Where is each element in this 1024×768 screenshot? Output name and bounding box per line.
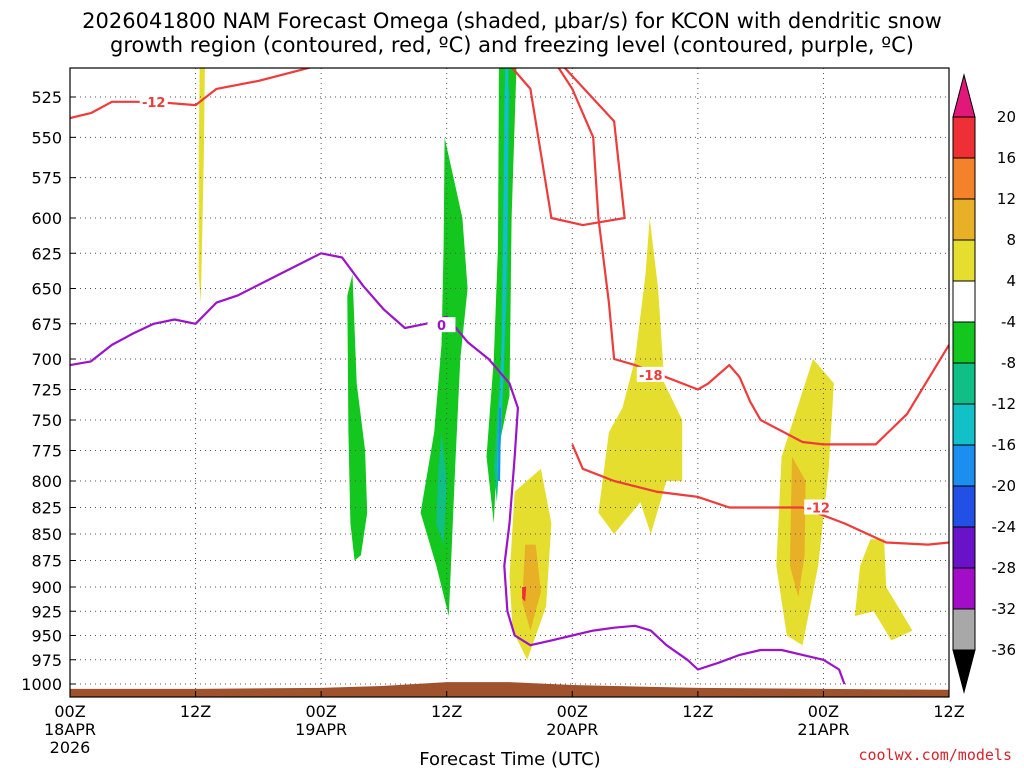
colorbar-bin-7 xyxy=(952,403,976,446)
y-tick-label-875: 875 xyxy=(31,552,62,571)
omega-region-yellow-band-g xyxy=(854,539,913,641)
chart-title-line1: 2026041800 NAM Forecast Omega (shaded, μ… xyxy=(82,9,942,33)
terrain-layer xyxy=(70,682,949,697)
contour-layer: -12 -18 -12 0 xyxy=(70,68,949,685)
freezing-level-contour-0-label-bg xyxy=(427,317,456,333)
dgz-contour-0-label: -12 xyxy=(142,96,166,111)
y-tick-label-950: 950 xyxy=(31,627,62,646)
x-tick-label-0-2: 2026 xyxy=(50,738,91,757)
colorbar-label-2: 12 xyxy=(997,190,1016,208)
y-tick-label-850: 850 xyxy=(31,525,62,544)
plot-area: -12 -18 -12 0 xyxy=(70,68,949,697)
x-tick-label-48-0: 00Z xyxy=(557,702,588,721)
terrain xyxy=(70,682,949,697)
dgz-contour-0-label-bg xyxy=(139,93,168,109)
colorbar-label-1: 16 xyxy=(997,149,1016,167)
y-tick-label-900: 900 xyxy=(31,578,62,597)
colorbar-bin-5 xyxy=(952,321,976,364)
y-tick-label-800: 800 xyxy=(31,472,62,491)
chart-title-line2: growth region (contoured, red, ºC) and f… xyxy=(110,33,914,57)
dgz-contour-0 xyxy=(70,68,626,227)
colorbar-bin-8 xyxy=(952,444,976,487)
y-tick-label-775: 775 xyxy=(31,442,62,461)
colorbar-label-4: 4 xyxy=(1006,272,1016,290)
x-tick-label-60-0: 12Z xyxy=(682,702,713,721)
colorbar-label-8: -16 xyxy=(992,436,1017,454)
colorbar-label-5: -4 xyxy=(1001,313,1016,331)
plot-frame xyxy=(69,67,950,698)
colorbar-bin-1 xyxy=(952,157,976,200)
y-tick-label-750: 750 xyxy=(31,411,62,430)
x-tick-label-0-0: 00Z xyxy=(54,702,85,721)
colorbar-label-6: -8 xyxy=(1001,354,1016,372)
colorbar-bin-6 xyxy=(952,362,976,405)
y-tick-label-525: 525 xyxy=(31,88,62,107)
y-tick-label-700: 700 xyxy=(31,350,62,369)
y-tick-label-825: 825 xyxy=(31,499,62,518)
y-tick-label-575: 575 xyxy=(31,169,62,188)
omega-shading-layer xyxy=(198,68,913,660)
colorbar-bin-11 xyxy=(952,567,976,610)
colorbar-bin-0 xyxy=(952,116,976,159)
x-axis-title: Forecast Time (UTC) xyxy=(419,749,600,768)
y-tick-label-650: 650 xyxy=(31,280,62,299)
colorbar-bin-10 xyxy=(952,526,976,569)
omega-region-orange-band-f xyxy=(789,456,806,597)
dgz-contour-1-label-bg xyxy=(636,366,665,382)
omega-region-green-band-c xyxy=(486,68,517,524)
x-tick-label-84-0: 12Z xyxy=(933,702,964,721)
omega-region-blue-streak-c xyxy=(498,407,502,481)
omega-region-green-band-a xyxy=(347,274,368,561)
y-tick-label-675: 675 xyxy=(31,315,62,334)
y-tick-label-625: 625 xyxy=(31,244,62,263)
colorbar-label-7: -12 xyxy=(992,395,1017,413)
dgz-contour-1 xyxy=(557,68,949,446)
omega-region-red-speck-d xyxy=(522,587,527,602)
colorbar-bin-12 xyxy=(952,608,976,651)
x-tick-label-12-0: 12Z xyxy=(180,702,211,721)
y-tick-label-550: 550 xyxy=(31,128,62,147)
y-tick-label-975: 975 xyxy=(31,651,62,670)
x-tick-label-72-1: 21APR xyxy=(797,720,849,739)
colorbar-label-13: -36 xyxy=(992,641,1017,659)
y-tick-label-925: 925 xyxy=(31,602,62,621)
x-tick-label-72-0: 00Z xyxy=(808,702,839,721)
colorbar-bin-2 xyxy=(952,198,976,241)
omega-region-thin-yellow-column-12z xyxy=(198,68,205,303)
x-tick-label-24-0: 00Z xyxy=(305,702,336,721)
freezing-level-contour-0-label: 0 xyxy=(437,319,446,334)
x-tick-label-24-1: 19APR xyxy=(295,720,347,739)
freezing-level-contour-0 xyxy=(70,252,846,685)
omega-region-teal-band-b xyxy=(436,432,447,545)
y-tick-label-725: 725 xyxy=(31,381,62,400)
colorbar-bin-9 xyxy=(952,485,976,528)
dgz-contour-2-label: -12 xyxy=(806,502,830,517)
dgz-contour-1-label: -18 xyxy=(639,369,663,384)
colorbar-label-12: -32 xyxy=(992,600,1017,618)
colorbar: 20 16 12 8 4 -4 -8 -12 -16 -20 -24 -28 -32 -36 xyxy=(952,73,1017,694)
y-tick-label-1000: 1000 xyxy=(21,675,62,694)
x-tick-label-48-1: 20APR xyxy=(546,720,598,739)
colorbar-bin-4 xyxy=(952,280,976,323)
omega-region-cyan-band-c xyxy=(496,68,509,481)
x-tick-label-36-0: 12Z xyxy=(431,702,462,721)
colorbar-label-9: -20 xyxy=(992,477,1017,495)
colorbar-label-0: 20 xyxy=(997,108,1016,126)
colorbar-top-arrow xyxy=(952,73,976,118)
x-tick-label-0-1: 18APR xyxy=(44,720,96,739)
colorbar-bin-3 xyxy=(952,239,976,282)
credit-text: coolwx.com/models xyxy=(858,746,1012,764)
dgz-contour-2 xyxy=(571,443,949,546)
y-tick-label-600: 600 xyxy=(31,209,62,228)
colorbar-label-11: -28 xyxy=(992,559,1017,577)
dgz-contour-2-label-bg xyxy=(804,499,833,515)
omega-region-orange-band-d xyxy=(522,544,541,631)
colorbar-label-3: 8 xyxy=(1006,231,1016,249)
colorbar-label-10: -24 xyxy=(992,518,1017,536)
omega-region-green-band-b xyxy=(420,137,468,617)
y-axis: 525 550 575 600 625 650 675 700 725 750 775 800 825 8… xyxy=(21,88,76,694)
colorbar-bottom-arrow xyxy=(952,649,976,694)
